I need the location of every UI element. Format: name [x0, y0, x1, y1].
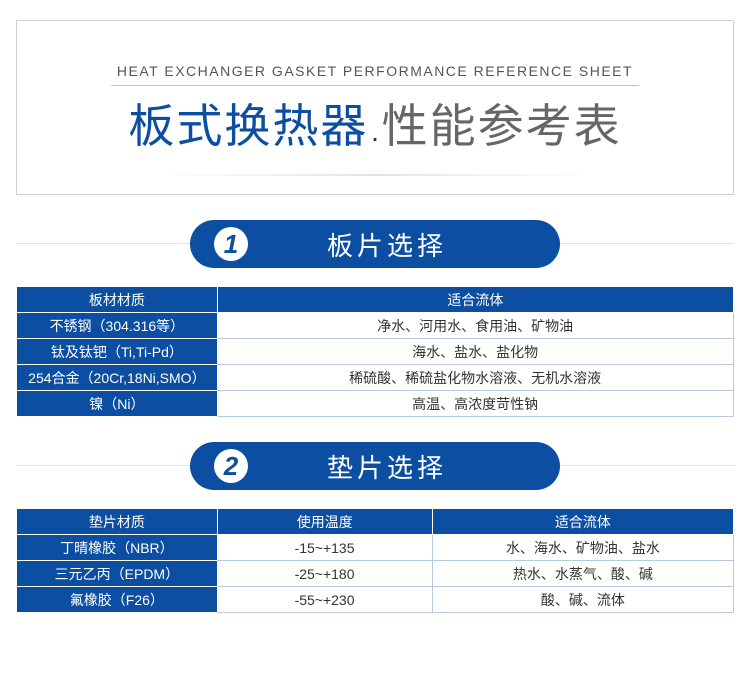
section1-pill: 1 板片选择 — [190, 220, 560, 268]
fade-line — [160, 174, 590, 176]
t2-r0-c0: 丁晴橡胶（NBR） — [17, 535, 218, 561]
t1-r2-c1: 稀硫酸、稀硫盐化物水溶液、无机水溶液 — [217, 365, 733, 391]
section1-number: 1 — [214, 227, 248, 261]
subtitle-en: HEAT EXCHANGER GASKET PERFORMANCE REFERE… — [111, 63, 639, 86]
table-plate: 板材材质 适合流体 不锈钢（304.316等） 净水、河用水、食用油、矿物油 钛… — [16, 286, 734, 417]
table-row: 254合金（20Cr,18Ni,SMO） 稀硫酸、稀硫盐化物水溶液、无机水溶液 — [17, 365, 734, 391]
table-row: 钛及钛钯（Ti,Ti-Pd） 海水、盐水、盐化物 — [17, 339, 734, 365]
t1-r0-c0: 不锈钢（304.316等） — [17, 313, 218, 339]
t1-r1-c1: 海水、盐水、盐化物 — [217, 339, 733, 365]
title-dot: · — [370, 122, 379, 153]
t1-r1-c0: 钛及钛钯（Ti,Ti-Pd） — [17, 339, 218, 365]
t1-head-1: 适合流体 — [217, 287, 733, 313]
table-row: 三元乙丙（EPDM） -25~+180 热水、水蒸气、酸、碱 — [17, 561, 734, 587]
t2-r1-c2: 热水、水蒸气、酸、碱 — [432, 561, 733, 587]
table-row: 镍（Ni） 高温、高浓度苛性钠 — [17, 391, 734, 417]
t2-r2-c2: 酸、碱、流体 — [432, 587, 733, 613]
t2-r0-c1: -15~+135 — [217, 535, 432, 561]
t2-r2-c0: 氟橡胶（F26） — [17, 587, 218, 613]
t1-head-0: 板材材质 — [17, 287, 218, 313]
header-card: HEAT EXCHANGER GASKET PERFORMANCE REFERE… — [16, 20, 734, 195]
t2-head-1: 使用温度 — [217, 509, 432, 535]
t2-r0-c2: 水、海水、矿物油、盐水 — [432, 535, 733, 561]
title-gray: 性能参考表 — [382, 100, 622, 152]
t1-r3-c0: 镍（Ni） — [17, 391, 218, 417]
section2-title: 垫片选择 — [248, 448, 560, 485]
t1-r2-c0: 254合金（20Cr,18Ni,SMO） — [17, 365, 218, 391]
title-blue: 板式换热器 — [128, 100, 368, 152]
t2-r1-c1: -25~+180 — [217, 561, 432, 587]
section2-number: 2 — [214, 449, 248, 483]
t2-head-0: 垫片材质 — [17, 509, 218, 535]
section2-divider: 2 垫片选择 — [16, 465, 734, 466]
t2-r1-c0: 三元乙丙（EPDM） — [17, 561, 218, 587]
section1-title: 板片选择 — [248, 226, 560, 263]
t1-r3-c1: 高温、高浓度苛性钠 — [217, 391, 733, 417]
t2-head-2: 适合流体 — [432, 509, 733, 535]
table-row: 不锈钢（304.316等） 净水、河用水、食用油、矿物油 — [17, 313, 734, 339]
t2-r2-c1: -55~+230 — [217, 587, 432, 613]
table-row: 丁晴橡胶（NBR） -15~+135 水、海水、矿物油、盐水 — [17, 535, 734, 561]
table-row: 氟橡胶（F26） -55~+230 酸、碱、流体 — [17, 587, 734, 613]
t1-r0-c1: 净水、河用水、食用油、矿物油 — [217, 313, 733, 339]
section2-pill: 2 垫片选择 — [190, 442, 560, 490]
table-gasket: 垫片材质 使用温度 适合流体 丁晴橡胶（NBR） -15~+135 水、海水、矿… — [16, 508, 734, 613]
section1-divider: 1 板片选择 — [16, 243, 734, 244]
title-row: 板式换热器·性能参考表 — [17, 90, 733, 156]
